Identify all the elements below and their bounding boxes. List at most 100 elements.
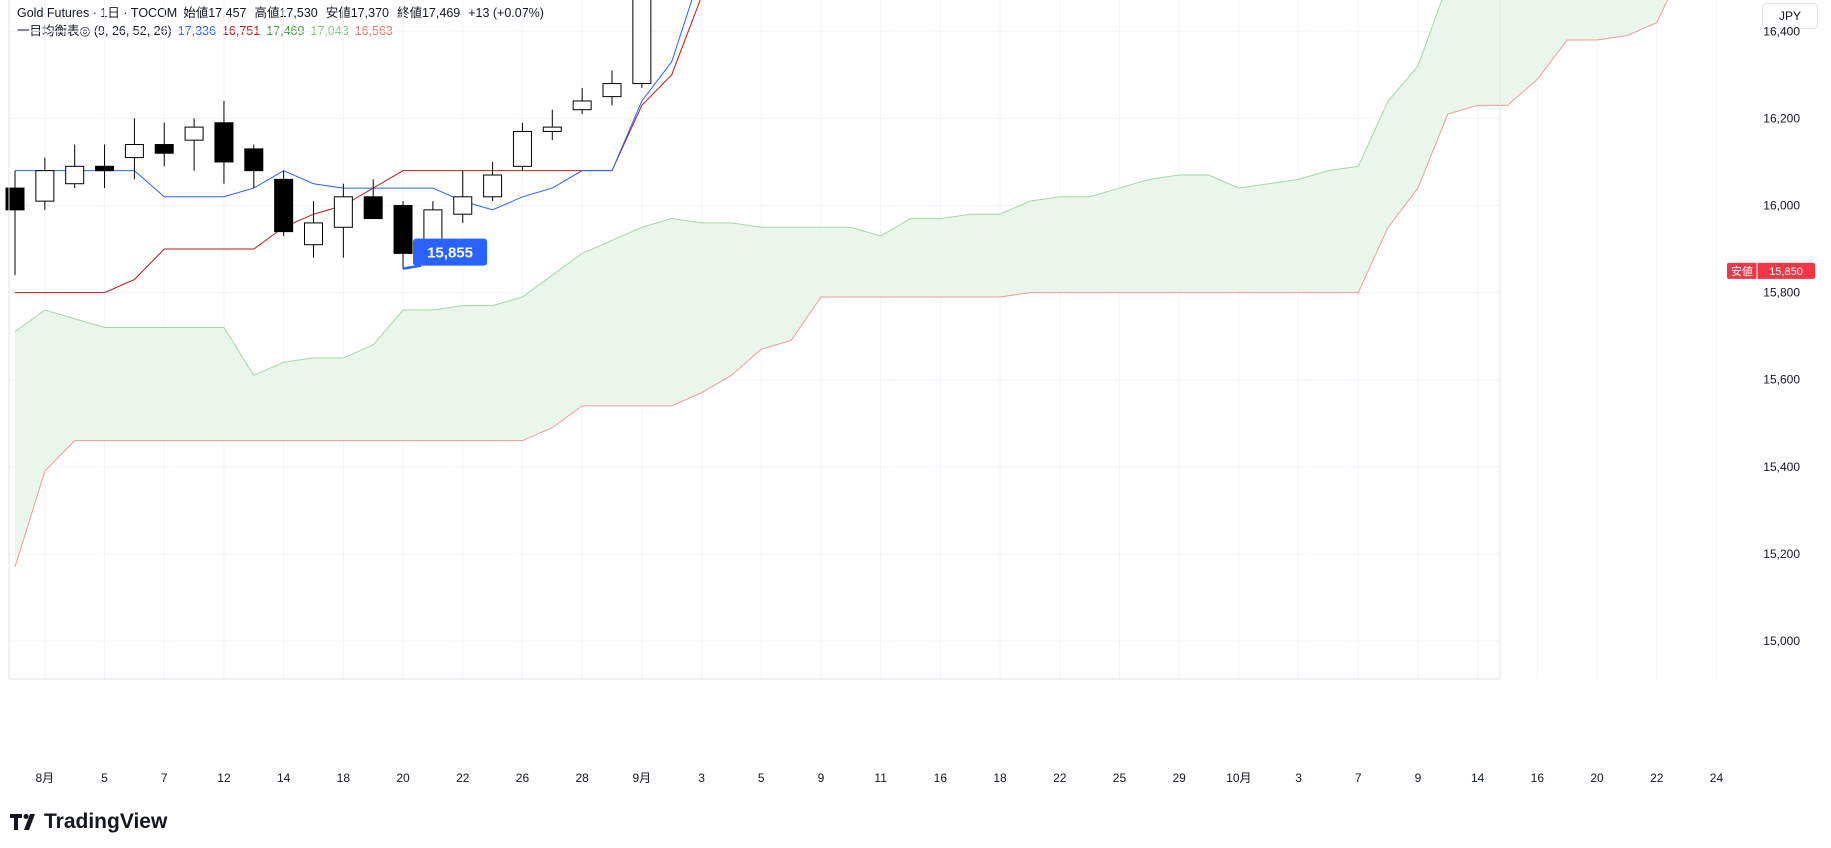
time-tick-label: 18 (993, 771, 1007, 785)
candle-body (453, 196, 473, 215)
candle-body (244, 148, 264, 172)
low-value: 17,370 (350, 6, 389, 20)
price-tick-label: 15,400 (1763, 460, 1800, 474)
tenkan-sen-line (15, 0, 693, 211)
candle-body (5, 187, 25, 211)
time-tick-label: 16 (934, 771, 948, 785)
candle (632, 0, 652, 88)
price-tick-label: 16,400 (1763, 24, 1800, 38)
time-tick-label: 22 (1053, 771, 1067, 785)
candle (5, 170, 25, 276)
time-tick-label: 22 (1650, 771, 1664, 785)
candle (333, 183, 353, 258)
candle (602, 70, 622, 106)
candle-body (184, 126, 204, 141)
price-tick-label: 15,800 (1763, 286, 1800, 300)
price-tick-label: 15,600 (1763, 373, 1800, 387)
time-tick-label: 20 (396, 771, 410, 785)
candle (95, 144, 115, 189)
candle-body (602, 83, 622, 98)
time-tick-label: 28 (575, 771, 589, 785)
time-tick-label: 20 (1590, 771, 1604, 785)
candle-body (154, 144, 174, 154)
time-tick-label: 25 (1113, 771, 1127, 785)
candle-body (95, 165, 115, 172)
time-tick-label: 22 (456, 771, 470, 785)
candle (274, 170, 294, 236)
price-tick-label: 16,000 (1763, 199, 1800, 213)
grid (9, 0, 1717, 679)
candle-body (124, 144, 144, 159)
price-badge-bg (1727, 262, 1815, 279)
time-tick-label: 7 (1355, 771, 1362, 785)
candles (5, 0, 652, 276)
time-tick-label: 16 (1531, 771, 1545, 785)
open-value: 17,457 (208, 6, 247, 20)
tradingview-logo[interactable]: TradingView (10, 810, 167, 834)
price-badge-text: 安値 (1731, 264, 1753, 278)
candle (363, 179, 383, 220)
candle-body (35, 170, 55, 202)
price-tick-label: 15,000 (1763, 634, 1800, 648)
senkou-span-a-line (14, 0, 1443, 376)
time-tick-label: 26 (516, 771, 530, 785)
close-value: 17,469 (421, 6, 461, 20)
candle-body (632, 0, 652, 85)
time-axis: 8月 5 7 12 14 18 20 22 26 28 9月 3 5 9 11 16 18 22 25 29 10月 3 7… (36, 771, 1724, 785)
legend-main-row: Gold Futures · 1日 · TOCOM 始値17,457 高値17,… (17, 4, 544, 22)
candle (304, 201, 323, 258)
time-tick-label: 24 (1710, 771, 1724, 785)
price-axis: 15,000 15,200 15,400 15,600 15,800 16,000 16,2… (1763, 24, 1800, 648)
time-tick-label: 7 (161, 771, 168, 785)
high-value: 17,530 (279, 6, 318, 20)
change-value: +13 (+0.07%) (468, 6, 544, 20)
price-callout: 15,855 (402, 238, 488, 270)
time-tick-label: 5 (101, 771, 108, 785)
time-tick-label: 9 (818, 771, 825, 785)
time-tick-label: 18 (337, 771, 351, 785)
currency-button[interactable]: JPY (1762, 3, 1818, 29)
candle-body (512, 130, 532, 167)
symbol-title[interactable]: Gold Futures · 1日 · TOCOM (17, 6, 178, 20)
callout-pointer (402, 264, 422, 270)
candle (65, 144, 85, 189)
candle-body (542, 126, 562, 132)
candle-body (423, 209, 443, 241)
low-label: 安値 (325, 6, 351, 20)
candle-body (393, 205, 413, 254)
candle (244, 144, 264, 189)
candle (124, 118, 144, 180)
callout-label: 15,855 (427, 245, 473, 262)
candle-body (333, 196, 353, 228)
candle (35, 157, 55, 210)
candle-body (304, 222, 323, 246)
candle (154, 122, 174, 167)
time-tick-label: 14 (1471, 771, 1485, 785)
candle-body (214, 122, 234, 163)
candle (214, 100, 234, 184)
price-tick-label: 16,200 (1763, 111, 1800, 125)
time-tick-label: 10月 (1226, 771, 1251, 785)
time-tick-label: 11 (874, 771, 887, 785)
time-tick-label: 14 (277, 771, 291, 785)
candle-body (274, 178, 294, 233)
candle (184, 118, 204, 171)
time-tick-label: 12 (217, 771, 231, 785)
time-tick-label: 3 (698, 771, 705, 785)
kijun-sen-line (15, 0, 701, 294)
time-tick-label: 9 (1415, 771, 1422, 785)
high-label: 高値 (254, 6, 280, 20)
kumo-cloud (15, 0, 1668, 567)
tradingview-logo-icon (10, 814, 35, 830)
brand-name: TradingView (44, 810, 168, 833)
time-tick-label: 29 (1172, 771, 1186, 785)
time-tick-label: 5 (758, 771, 765, 785)
chart-legend: Gold Futures · 1日 · TOCOM 始値17,457 高値17,… (17, 4, 544, 40)
time-tick-label: 8月 (36, 771, 55, 785)
candle (483, 161, 503, 202)
candle (453, 170, 473, 223)
callout-bg (413, 238, 488, 266)
candle-body (483, 174, 503, 198)
candle (572, 87, 592, 115)
ichimoku-chart[interactable]: 15,000 15,200 15,400 15,600 15,800 16,000 16,2… (0, 0, 1831, 800)
